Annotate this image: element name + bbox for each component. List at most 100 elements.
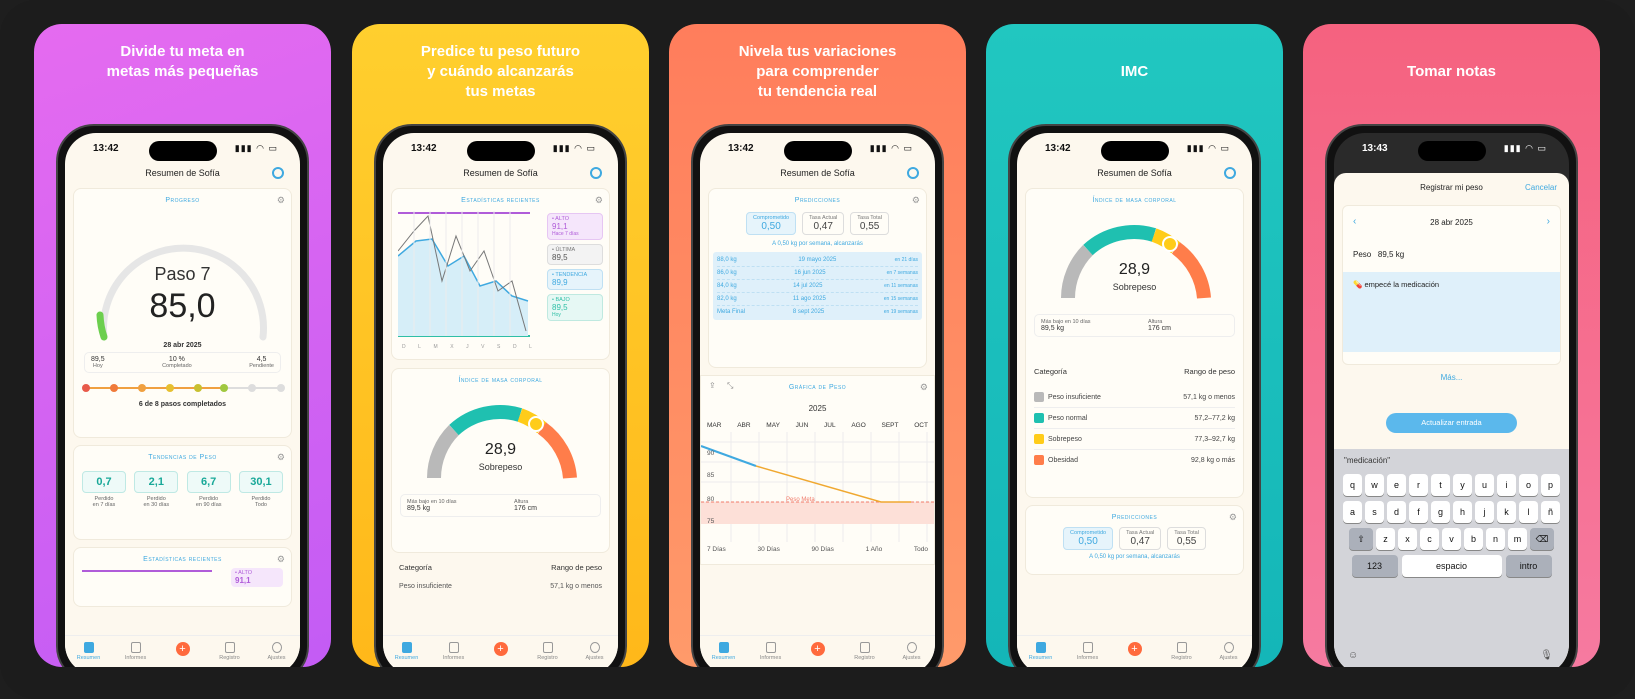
key[interactable]: z: [1376, 528, 1395, 550]
more-link[interactable]: Más...: [1440, 373, 1463, 382]
key[interactable]: g: [1431, 501, 1450, 523]
key[interactable]: b: [1464, 528, 1483, 550]
add-entry-button[interactable]: +: [483, 642, 519, 656]
key[interactable]: v: [1442, 528, 1461, 550]
panel-gear-icon[interactable]: ⚙: [919, 382, 928, 392]
key[interactable]: h: [1453, 501, 1472, 523]
cancel-button[interactable]: Cancelar: [1524, 183, 1557, 192]
return-key[interactable]: intro: [1505, 555, 1552, 577]
update-entry-button[interactable]: Actualizar entrada: [1386, 413, 1517, 433]
chevron-right-icon[interactable]: ›: [1546, 216, 1550, 227]
legend-low: • BAJO 89,5 Hoy: [547, 294, 603, 321]
tab-resumen[interactable]: Resumen: [1023, 642, 1059, 661]
key[interactable]: s: [1365, 501, 1384, 523]
tab-registro[interactable]: Registro: [212, 642, 248, 661]
tab-informes[interactable]: Informes: [753, 642, 789, 661]
promo-card-3: Nivela tus variaciones para comprender t…: [669, 24, 966, 667]
range-option[interactable]: Todo: [913, 546, 928, 553]
tab-ajustes[interactable]: Ajustes: [1211, 642, 1247, 661]
numbers-key[interactable]: 123: [1351, 555, 1398, 577]
key[interactable]: p: [1541, 474, 1560, 496]
tab-informes[interactable]: Informes: [118, 642, 154, 661]
key[interactable]: c: [1420, 528, 1439, 550]
tab-ajustes[interactable]: Ajustes: [894, 642, 930, 661]
key[interactable]: f: [1409, 501, 1428, 523]
settings-gear-icon[interactable]: [590, 167, 602, 179]
key[interactable]: y: [1453, 474, 1472, 496]
prediction-row: 86,0 kg 16 jun 2025 en 7 semanas: [717, 267, 918, 280]
key[interactable]: x: [1398, 528, 1417, 550]
panel-gear-icon[interactable]: ⚙: [1228, 512, 1237, 522]
add-entry-button[interactable]: +: [165, 642, 201, 656]
tab-registro[interactable]: Registro: [1164, 642, 1200, 661]
key[interactable]: j: [1475, 501, 1494, 523]
tab-resumen[interactable]: Resumen: [389, 642, 425, 661]
key[interactable]: w: [1365, 474, 1384, 496]
microphone-icon[interactable]: 🎙: [1540, 650, 1553, 661]
predictions-panel: Predicciones ⚙ Comprometido 0,50 Tasa Act…: [1025, 505, 1244, 575]
tab-registro[interactable]: Registro: [530, 642, 566, 661]
tab-informes[interactable]: Informes: [436, 642, 472, 661]
note-field[interactable]: 💊 empecé la medicación: [1343, 272, 1560, 352]
key[interactable]: o: [1519, 474, 1538, 496]
rate-box: Comprometido 0,50: [1063, 527, 1114, 550]
range-option[interactable]: 1 Año: [865, 546, 883, 553]
key[interactable]: m: [1508, 528, 1527, 550]
share-icon[interactable]: ⇪: [709, 381, 716, 390]
imc-value: 28,9: [1118, 261, 1151, 278]
key[interactable]: k: [1497, 501, 1516, 523]
legend-last: • ÚLTIMA 89,5: [547, 244, 603, 265]
key[interactable]: u: [1475, 474, 1494, 496]
tab-resumen[interactable]: Resumen: [71, 642, 107, 661]
key[interactable]: t: [1431, 474, 1450, 496]
range-selector: 7 Días 30 Días 90 Días 1 Año Todo: [707, 546, 928, 553]
weight-field[interactable]: Peso 89,5 kg: [1353, 250, 1405, 259]
key[interactable]: q: [1343, 474, 1362, 496]
status-time: 13:43: [1362, 143, 1388, 154]
expand-icon[interactable]: ⤡: [727, 381, 734, 390]
range-option[interactable]: 30 Días: [757, 546, 780, 553]
trend-item: 30,1 Perdido Todo: [238, 471, 283, 508]
phone-screen: 13:43 ▮▮▮ ◠ ▭ Registrar mi peso Cancelar…: [1334, 133, 1569, 667]
key[interactable]: r: [1409, 474, 1428, 496]
key[interactable]: d: [1387, 501, 1406, 523]
key-row-4: 123 espacio intro: [1334, 555, 1569, 577]
tab-resumen[interactable]: Resumen: [706, 642, 742, 661]
key[interactable]: a: [1343, 501, 1362, 523]
tab-ajustes[interactable]: Ajustes: [577, 642, 613, 661]
key[interactable]: n: [1486, 528, 1505, 550]
imc-stats: Más bajo en 10 días 89,5 kg Altura 176 cm: [1034, 314, 1235, 337]
keyboard-suggestion[interactable]: "medicación": [1344, 456, 1391, 465]
settings-gear-icon[interactable]: [272, 167, 284, 179]
panel-gear-icon[interactable]: ⚙: [276, 554, 285, 564]
range-option[interactable]: 7 Días: [707, 546, 726, 553]
chevron-left-icon[interactable]: ‹: [1353, 216, 1357, 227]
key[interactable]: ñ: [1541, 501, 1560, 523]
legend-high: • ALTO 91,1 Hace 7 días: [547, 213, 603, 240]
panel-gear-icon[interactable]: ⚙: [276, 452, 285, 462]
range-option[interactable]: 90 Días: [811, 546, 834, 553]
space-key[interactable]: espacio: [1401, 555, 1502, 577]
backspace-key-icon[interactable]: ⌫: [1530, 528, 1554, 550]
settings-gear-icon[interactable]: [1224, 167, 1236, 179]
settings-gear-icon[interactable]: [907, 167, 919, 179]
add-entry-button[interactable]: +: [1117, 642, 1153, 656]
tab-ajustes[interactable]: Ajustes: [259, 642, 295, 661]
category-header: Categoría Rango de peso: [1034, 367, 1235, 376]
status-icons: ▮▮▮ ◠ ▭: [234, 143, 278, 153]
key[interactable]: l: [1519, 501, 1538, 523]
key[interactable]: e: [1387, 474, 1406, 496]
emoji-icon[interactable]: ☺: [1348, 650, 1359, 661]
phone-screen: 13:42 ▮▮▮ ◠ ▭ Resumen de Sofía Índice de…: [1017, 133, 1252, 667]
tab-informes[interactable]: Informes: [1070, 642, 1106, 661]
panel-gear-icon[interactable]: ⚙: [911, 195, 920, 205]
panel-gear-icon[interactable]: ⚙: [276, 195, 285, 205]
key[interactable]: i: [1497, 474, 1516, 496]
tab-registro[interactable]: Registro: [847, 642, 883, 661]
panel-gear-icon[interactable]: ⚙: [594, 195, 603, 205]
shift-key-icon[interactable]: ⇧: [1349, 528, 1373, 550]
add-entry-button[interactable]: +: [800, 642, 836, 656]
imc-label: Sobrepeso: [478, 462, 523, 472]
